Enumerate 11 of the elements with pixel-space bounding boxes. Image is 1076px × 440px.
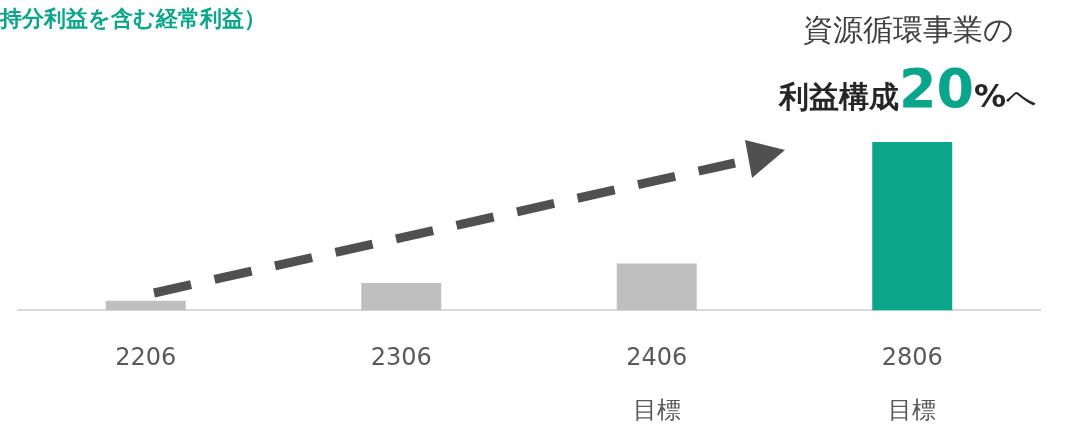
text: 資源循環事業の <box>801 11 1015 49</box>
x-tick-label: 2206 <box>115 343 177 372</box>
chart-title: 持分利益を含む経常利益） <box>0 5 266 33</box>
x-tick-label: 2306 <box>370 343 432 372</box>
bar <box>616 263 697 311</box>
bar <box>361 282 442 311</box>
bar <box>872 142 953 311</box>
x-tick-label: 2806 目標 <box>881 343 943 424</box>
bar <box>105 300 186 311</box>
x-tick-label: 2406 目標 <box>626 343 688 424</box>
text: 利益構成20%へ <box>777 56 1039 122</box>
